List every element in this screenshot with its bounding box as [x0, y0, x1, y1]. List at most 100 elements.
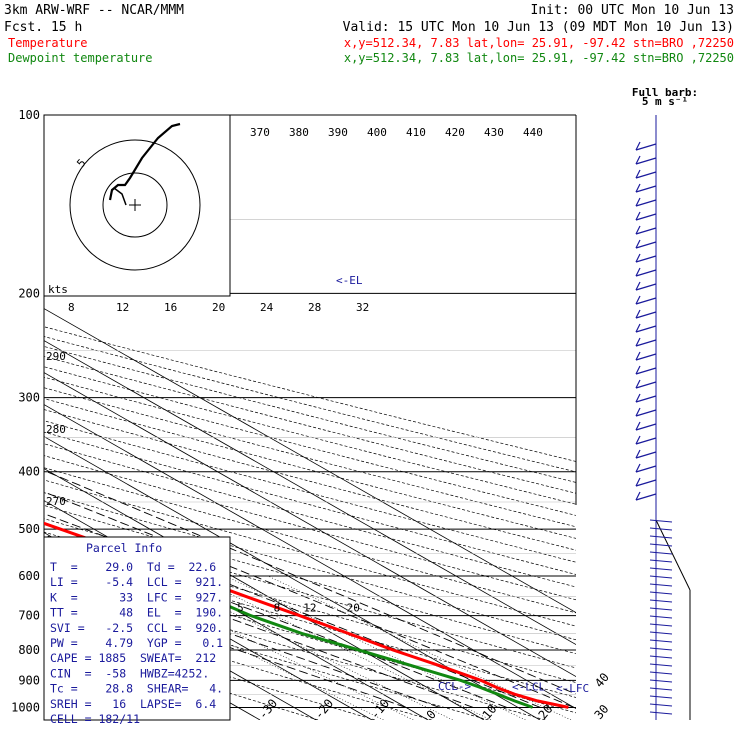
hodograph-trace-low: [113, 187, 127, 206]
dry-adiabat: [44, 492, 576, 641]
pressure-label: 1000: [11, 700, 40, 714]
wind-barb: [635, 437, 657, 445]
wind-barb-flag: [635, 351, 641, 361]
level-marker: <-LCL: [512, 680, 545, 693]
wind-barb: [635, 185, 657, 193]
pressure-label: 800: [18, 643, 40, 657]
wind-barb-low: [649, 567, 673, 571]
theta-label: 390: [328, 126, 348, 139]
wind-barb: [635, 255, 657, 263]
theta-label: 400: [367, 126, 387, 139]
hodograph: 5: [43, 114, 231, 297]
mixing-ratio-label: 5: [237, 602, 244, 615]
pressure-label: 400: [18, 465, 40, 479]
wind-barb-low: [649, 591, 673, 595]
parcel-info-row: CIN = -58 HWBZ=4252.: [50, 666, 209, 680]
model-title: 3km ARW-WRF -- NCAR/MMM: [4, 3, 184, 18]
isotherm-line: [44, 404, 576, 710]
wind-barb: [635, 227, 657, 235]
wind-barb-flag: [635, 211, 641, 221]
hodograph-speed-label: 32: [356, 301, 369, 314]
wind-barb-low: [649, 607, 673, 611]
parcel-info-row: CELL = 182/11: [50, 712, 140, 726]
theta-label: 440: [523, 126, 543, 139]
isotherm-line: [0, 115, 36, 720]
wind-barb: [635, 199, 657, 207]
isotherm-label: -20: [312, 696, 337, 722]
isotherm-label: 30: [592, 702, 612, 722]
wind-barb: [635, 241, 657, 249]
wind-barb-low: [649, 679, 673, 683]
dewpoint-profile: [44, 559, 534, 709]
isotherm-line: [44, 436, 541, 720]
parcel-info-row: CAPE = 1885 SWEAT= 212: [50, 651, 216, 665]
dry-adiabat: [44, 588, 489, 720]
wind-barb-flag: [635, 281, 641, 291]
wind-barb: [635, 395, 657, 403]
parcel-info-row: SVI = -2.5 CCL = 920.: [50, 621, 223, 635]
wind-barb-flag: [635, 225, 641, 235]
valid-time: Valid: 15 UTC Mon 10 Jun 13 (09 MDT Mon …: [343, 20, 734, 35]
parcel-info-box: Parcel Info T = 29.0 Td = 22.6LI = -5.4 …: [43, 536, 231, 726]
pressure-label: 500: [18, 522, 40, 536]
theta-left-label: 290: [46, 350, 66, 363]
wind-barb-low: [649, 559, 673, 563]
parcel-info-row: Tc = 28.8 SHEAR= 4.: [50, 682, 223, 696]
dewpoint-legend-info: x,y=512.34, 7.83 lat,lon= 25.91, -97.42 …: [344, 51, 734, 65]
wind-scale-units: 5 m s⁻¹: [642, 95, 688, 108]
pressure-label: 200: [18, 286, 40, 300]
theta-left-label: 280: [46, 423, 66, 436]
hodograph-ring-inner: [102, 172, 168, 238]
mixing-ratio-line: [157, 575, 453, 720]
mixing-ratio-label: 12: [303, 602, 316, 615]
parcel-info-row: TT = 48 EL = 190.: [50, 606, 223, 620]
wind-barb: [635, 479, 657, 487]
wind-barb-low: [649, 671, 673, 675]
wind-barb-low: [649, 687, 673, 691]
mixing-ratio-line: [267, 575, 572, 720]
wind-barb: [635, 381, 657, 389]
wind-barb-low: [649, 551, 673, 555]
wind-barb: [635, 157, 657, 165]
pressure-label: 600: [18, 569, 40, 583]
wind-barb-flag: [635, 309, 641, 319]
wind-barb-low: [649, 623, 673, 627]
dry-adiabat: [44, 455, 576, 601]
wind-barb: [635, 353, 657, 361]
wind-barb-low: [649, 583, 673, 587]
wind-barb-low: [649, 703, 673, 707]
temperature-legend-info: x,y=512.34, 7.83 lat,lon= 25.91, -97.42 …: [344, 36, 734, 50]
wind-barb-low: [649, 599, 673, 603]
wind-barb-flag: [635, 337, 641, 347]
dry-adiabat: [44, 336, 576, 473]
wind-barbs: [635, 115, 691, 720]
mixing-ratio-line: [193, 575, 492, 720]
level-marker: <-LFC: [556, 682, 589, 695]
isotherm-label: 40: [592, 670, 612, 690]
wind-barb-flag: [635, 169, 641, 179]
wind-barb-flag: [635, 323, 641, 333]
wind-barb-low: [649, 543, 673, 547]
wind-barb-low: [649, 519, 673, 523]
parcel-info-frame: [43, 536, 231, 721]
moist-adiabat: [44, 553, 474, 708]
isotherm-line: [44, 372, 576, 678]
parcel-info-row: T = 29.0 Td = 22.6: [50, 560, 216, 574]
theta-label: 380: [289, 126, 309, 139]
wind-barb-flag: [635, 449, 641, 459]
wind-barb-flag: [635, 155, 641, 165]
wind-barb-flag: [635, 141, 641, 151]
wind-barb-flag: [635, 463, 641, 473]
wind-barb: [635, 339, 657, 347]
wind-barb: [635, 367, 657, 375]
dry-adiabat: [44, 326, 576, 462]
wind-barb-low: [649, 647, 673, 651]
level-marker: CCL->: [438, 680, 471, 693]
level-marker: <-EL: [336, 274, 363, 287]
parcel-info-row: SREH = 16 LAPSE= 6.4: [50, 697, 216, 711]
wind-barb-low: [649, 655, 673, 659]
hodograph-speed-label: 12: [116, 301, 129, 314]
wind-barb: [635, 311, 657, 319]
wind-barb-flag: [635, 365, 641, 375]
wind-barb: [635, 325, 657, 333]
